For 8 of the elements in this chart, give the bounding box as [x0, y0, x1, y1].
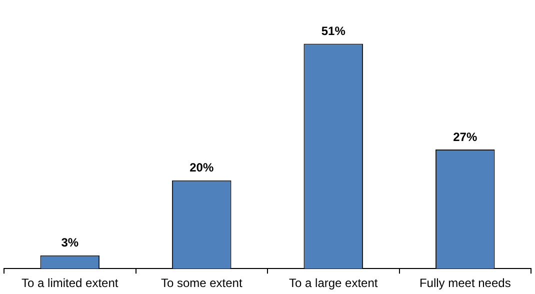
- x-tick-label: Fully meet needs: [419, 276, 511, 290]
- data-label: 20%: [190, 160, 214, 175]
- data-label: 51%: [321, 24, 346, 38]
- x-tick-label: To a large extent: [289, 276, 378, 290]
- data-label: 27%: [453, 130, 478, 144]
- x-tick-label: To some extent: [160, 276, 243, 290]
- x-tick-label: To a limited extent: [22, 276, 119, 290]
- data-label: 3%: [61, 236, 79, 250]
